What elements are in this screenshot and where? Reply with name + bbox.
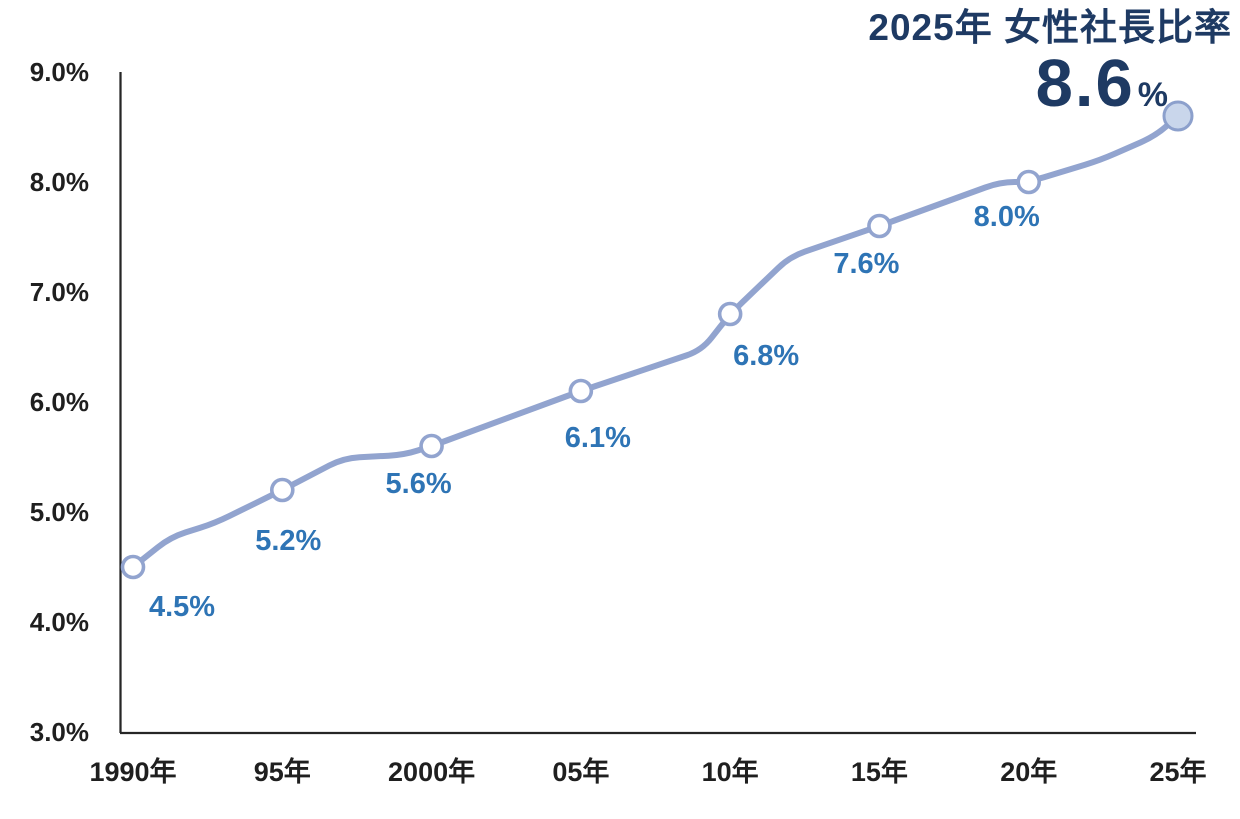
highlight-value: 8.6: [1035, 46, 1135, 121]
data-point-marker: [1016, 169, 1042, 195]
y-axis-tick-label: 5.0%: [30, 497, 89, 527]
chart-title: 2025年 女性社長比率: [868, 7, 1232, 48]
data-point-marker: [867, 213, 892, 239]
y-axis-tick-label: 7.0%: [30, 277, 89, 307]
final-data-point-marker: [1162, 100, 1194, 132]
data-point-marker: [120, 554, 146, 580]
data-point-label: 7.6%: [833, 248, 899, 280]
y-axis-tick-label: 9.0%: [30, 57, 89, 87]
x-axis-tick-label: 15年: [851, 756, 908, 787]
data-point-label: 5.6%: [386, 468, 452, 500]
x-axis-tick-label: 25年: [1149, 756, 1206, 787]
x-axis-tick-label: 1990年: [89, 756, 176, 787]
x-axis-tick-label: 2000年: [388, 756, 475, 787]
x-axis-tick-label: 95年: [254, 756, 311, 787]
y-axis-tick-label: 8.0%: [30, 167, 89, 197]
data-point-label: 4.5%: [149, 591, 215, 623]
x-axis-tick-label: 20年: [1000, 756, 1057, 787]
chart-highlight: 8.6 %: [1036, 50, 1168, 117]
data-point-label: 6.8%: [733, 340, 799, 372]
y-axis-tick-label: 6.0%: [30, 387, 89, 417]
y-axis-tick-label: 3.0%: [30, 717, 89, 747]
data-point-label: 5.2%: [255, 525, 321, 557]
x-axis-tick-label: 10年: [702, 756, 759, 787]
data-point-marker: [419, 433, 444, 459]
data-point-label: 6.1%: [565, 422, 631, 454]
data-point-marker: [568, 378, 594, 404]
x-axis-tick-label: 05年: [552, 756, 609, 787]
highlight-unit-percent: %: [1137, 76, 1168, 114]
data-point-label: 8.0%: [974, 201, 1040, 233]
y-axis-tick-label: 4.0%: [30, 607, 89, 637]
data-point-marker: [269, 477, 295, 503]
data-point-marker: [717, 301, 743, 327]
